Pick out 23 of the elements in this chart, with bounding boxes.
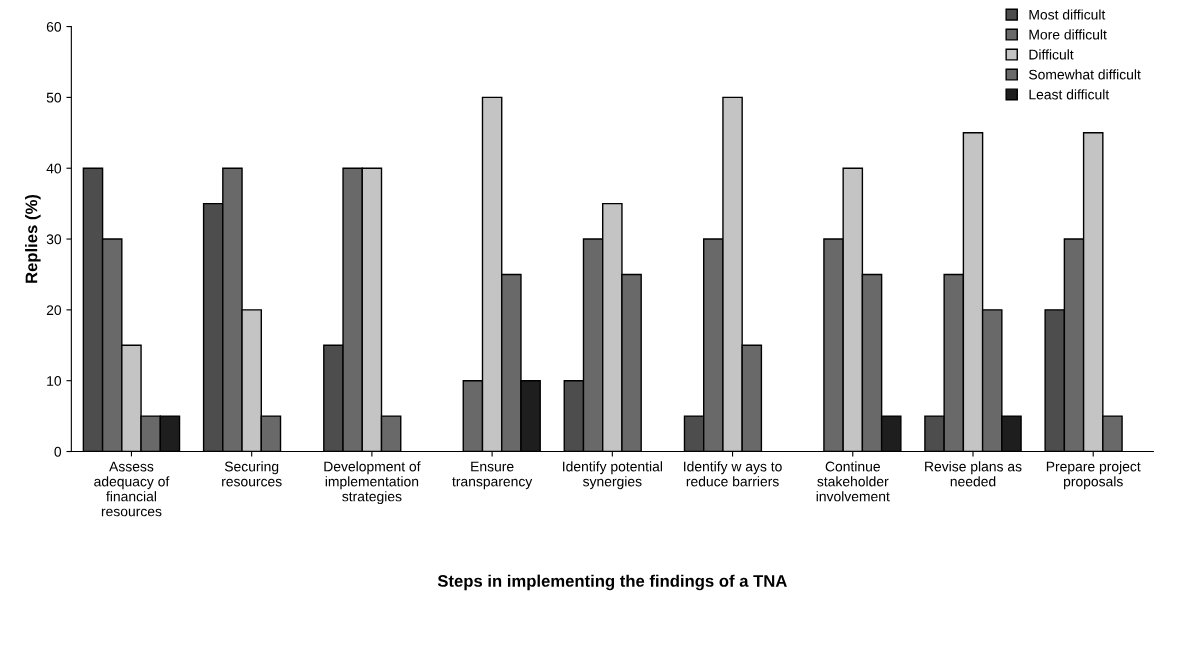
x-tick-label: Identify potential synergies <box>563 461 662 490</box>
x-tick-label: Prepare project proposals <box>1046 461 1141 490</box>
y-tick-label: 0 <box>54 446 62 457</box>
x-axis-title: Steps in implementing the findings of a TNA <box>437 574 787 591</box>
y-tick-label: 20 <box>46 305 62 316</box>
legend-label: Most difficult <box>1029 9 1106 20</box>
x-tick-label: Ensure transparency <box>452 461 533 490</box>
x-tick-label: Assess adequacy of financial resources <box>94 461 170 517</box>
y-tick-label: 30 <box>46 234 62 245</box>
legend-label: More difficult <box>1029 29 1107 40</box>
y-tick-label: 60 <box>46 21 62 32</box>
legend-label: Least difficult <box>1029 89 1110 100</box>
legend-label: Difficult <box>1029 49 1074 60</box>
y-tick-label: 40 <box>46 163 62 174</box>
y-tick-label: 50 <box>46 92 62 103</box>
x-tick-label: Development of implementation strategies <box>324 461 421 505</box>
x-tick-label: Identify w ays to reduce barriers <box>684 461 782 487</box>
y-axis-title: Replies (%) <box>25 194 41 283</box>
x-tick-label: Securing resources <box>222 461 282 487</box>
y-tick-label: 10 <box>47 376 62 386</box>
legend-label: Somewhat difficult <box>1029 69 1141 80</box>
x-tick-label: Continue stakeholder involvement <box>816 461 890 502</box>
x-tick-label: Revise plans as needed <box>925 461 1022 487</box>
